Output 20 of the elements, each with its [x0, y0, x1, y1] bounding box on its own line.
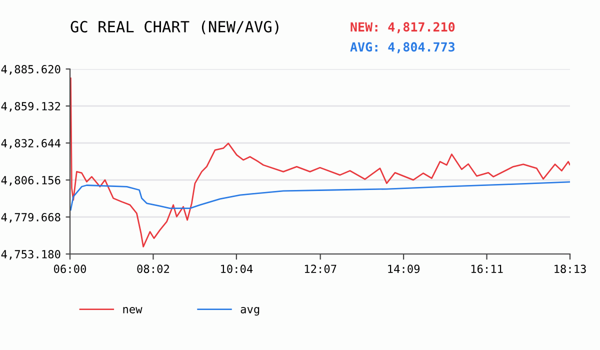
legend-label: new	[123, 306, 142, 314]
x-tick-label: 18:13	[554, 264, 586, 274]
chart-title: GC REAL CHART (NEW/AVG)	[70, 20, 278, 34]
y-tick-label: 4,859.132	[1, 102, 60, 112]
x-tick-label: 08:02	[137, 264, 169, 274]
y-tick-label: 4,779.668	[1, 213, 60, 223]
x-tick-label: 16:11	[471, 264, 503, 274]
text: NEW: 4,817.210	[350, 22, 455, 34]
y-tick-label: 4,832.644	[1, 139, 60, 149]
x-tick-label: 12:07	[304, 264, 336, 274]
line-series	[70, 78, 570, 248]
y-tick-label: 4,753.180	[1, 250, 60, 260]
y-tick-label: 4,806.156	[1, 176, 60, 186]
x-tick-label: 10:04	[221, 264, 253, 274]
text: AVG: 4,804.773	[350, 42, 455, 54]
legend-label: avg	[240, 306, 260, 316]
x-tick-label: 06:00	[54, 264, 86, 274]
line-series	[70, 181, 570, 211]
y-tick-label: 4,885.620	[1, 65, 60, 75]
x-tick-label: 14:09	[388, 264, 420, 274]
